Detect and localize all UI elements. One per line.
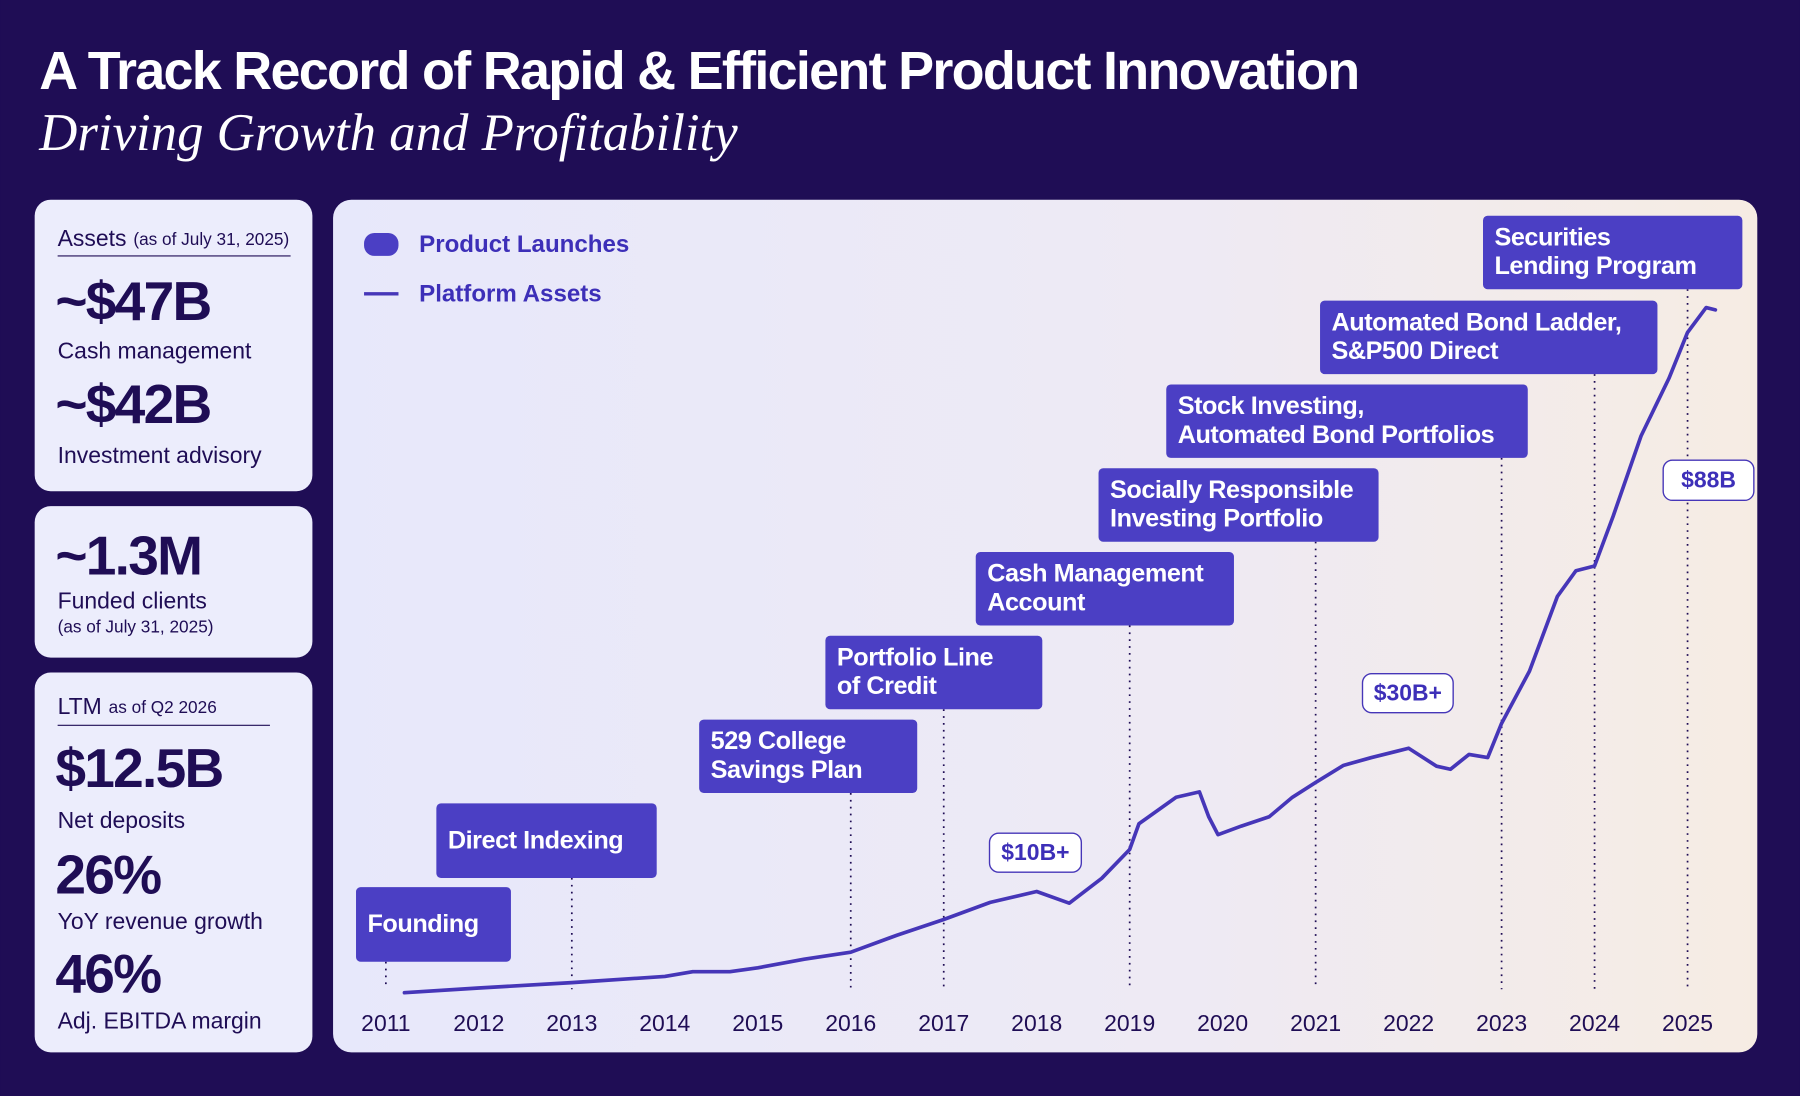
subtitle: Driving Growth and Profitability — [38, 104, 738, 162]
legend-swatch — [364, 232, 399, 256]
note: (as of July 31, 2025) — [58, 616, 214, 636]
x-tick-label: 2017 — [918, 1010, 969, 1036]
launch-label: of Credit — [837, 672, 938, 700]
x-tick-label: 2019 — [1104, 1010, 1155, 1036]
legend-label: Product Launches — [419, 231, 629, 258]
stat-label: YoY revenue growth — [58, 908, 263, 934]
launch-box — [436, 803, 657, 878]
x-tick-label: 2014 — [639, 1010, 690, 1036]
x-tick-label: 2011 — [361, 1010, 410, 1036]
launch-label: Account — [987, 588, 1086, 616]
launch-label: Automated Bond Portfolios — [1178, 421, 1495, 449]
stat-label: Funded clients — [58, 588, 207, 614]
stat-value: ~$47B — [55, 270, 210, 332]
launch-box — [356, 887, 511, 962]
platform-assets-line — [402, 305, 1718, 995]
launch-label: Stock Investing, — [1178, 392, 1364, 420]
callout-label: $88B — [1681, 466, 1736, 492]
clients-card — [34, 506, 313, 658]
stat-value: 46% — [55, 942, 161, 1004]
launch-box — [699, 719, 918, 794]
stat-label: Investment advisory — [58, 442, 263, 468]
x-tick-label: 2018 — [1011, 1010, 1062, 1036]
ltm-card — [34, 672, 313, 1053]
heading: Assets — [58, 225, 127, 251]
callout-box — [988, 832, 1083, 873]
launch-label: Lending Program — [1494, 252, 1696, 280]
x-tick-label: 2021 — [1290, 1010, 1341, 1036]
note: as of Q2 2026 — [109, 697, 217, 717]
x-tick-label: 2020 — [1197, 1010, 1248, 1036]
launch-box — [1166, 384, 1528, 458]
launch-label: Savings Plan — [711, 756, 863, 784]
heading: LTM — [58, 693, 102, 719]
launch-box — [975, 552, 1234, 626]
launch-label: Founding — [367, 910, 478, 938]
assets-card — [34, 199, 313, 492]
launch-label: 529 College — [711, 727, 847, 755]
launch-label: S&P500 Direct — [1332, 337, 1500, 365]
chart: Product Launches Platform Assets 2011 2012 2… — [356, 215, 1755, 1036]
launch-box — [1483, 215, 1743, 290]
stat-value: $12.5B — [55, 737, 222, 799]
x-tick-label: 2016 — [825, 1010, 876, 1036]
launch-label: Direct Indexing — [448, 826, 623, 854]
ltm-heading: LTM as of Q2 2026 — [58, 693, 217, 719]
title: A Track Record of Rapid & Efficient Prod… — [39, 41, 1358, 101]
stat-label: Net deposits — [58, 807, 186, 833]
launch-box — [825, 635, 1043, 710]
launch-label: Socially Responsible — [1110, 476, 1354, 504]
launch-label: Automated Bond Ladder, — [1332, 308, 1622, 336]
x-tick-label: 2013 — [546, 1010, 597, 1036]
x-tick-label: 2024 — [1569, 1010, 1620, 1036]
launch-box — [1320, 300, 1658, 375]
x-tick-label: 2023 — [1476, 1010, 1527, 1036]
callout-label: $10B+ — [1001, 839, 1069, 865]
launch-label: Investing Portfolio — [1110, 505, 1323, 533]
stat-label: Adj. EBITDA margin — [58, 1008, 262, 1034]
x-tick-label: 2015 — [732, 1010, 783, 1036]
launch-label: Portfolio Line — [837, 643, 994, 671]
stat-value: 26% — [55, 844, 161, 906]
note: (as of July 31, 2025) — [133, 228, 289, 248]
callout-label: $30B+ — [1374, 679, 1442, 705]
x-tick-label: 2012 — [453, 1010, 504, 1036]
launch-box — [1098, 468, 1379, 542]
callout-box — [1361, 672, 1454, 714]
x-tick-label: 2022 — [1383, 1010, 1434, 1036]
launch-label: Cash Management — [987, 560, 1204, 588]
stat-value: ~1.3M — [55, 525, 201, 587]
callout-box — [1662, 459, 1755, 502]
stat-label: Cash management — [58, 337, 252, 363]
stat-value: ~$42B — [55, 373, 210, 435]
legend-label: Platform Assets — [419, 280, 602, 307]
launch-label: Securities — [1494, 223, 1610, 251]
x-tick-label: 2025 — [1662, 1010, 1713, 1036]
assets-heading: Assets (as of July 31, 2025) — [58, 225, 290, 251]
